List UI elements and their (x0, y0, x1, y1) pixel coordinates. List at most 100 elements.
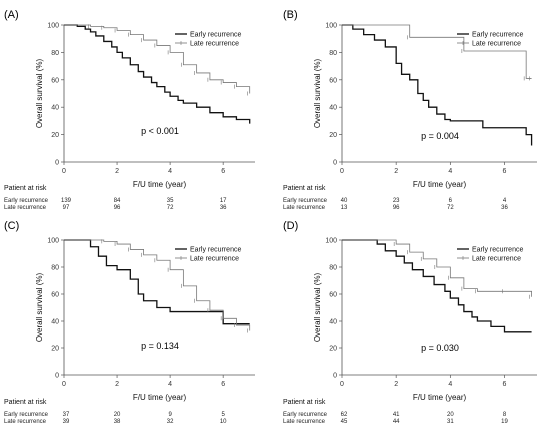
risk-table-title: Patient at risk (283, 185, 326, 192)
risk-row-label: Late recurrence (283, 419, 326, 425)
y-tick-label: 40 (329, 319, 337, 326)
risk-value: 37 (63, 412, 70, 418)
legend-label: Early recurrence (190, 247, 241, 254)
x-tick-label: 6 (503, 381, 507, 388)
y-tick-label: 100 (47, 238, 59, 245)
y-tick-label: 20 (51, 346, 59, 353)
risk-value: 32 (167, 419, 174, 425)
legend-label: Late recurrence (472, 256, 521, 263)
risk-value: 45 (341, 419, 348, 425)
y-axis-label: Overall survival (%) (313, 58, 322, 128)
series-line-late (64, 239, 251, 331)
y-tick-label: 80 (329, 265, 337, 272)
risk-row-label: Early recurrence (4, 412, 49, 418)
series-line-early (64, 24, 251, 124)
panel-label: (D) (283, 220, 298, 232)
panel-label: (B) (283, 9, 298, 21)
risk-value: 19 (501, 419, 508, 425)
y-tick-label: 80 (51, 265, 59, 272)
y-tick-label: 20 (329, 132, 337, 139)
legend-label: Early recurrence (190, 32, 241, 39)
risk-value: 72 (447, 205, 454, 211)
y-tick-label: 40 (51, 105, 59, 112)
risk-value: 38 (114, 419, 121, 425)
risk-value: 8 (503, 412, 507, 418)
panel-c: (C) 0 20 40 60 80 100 0 2 4 6 Overall survival (%) F… (4, 220, 255, 425)
y-tick-label: 0 (333, 373, 337, 380)
risk-value: 139 (61, 198, 72, 204)
risk-value: 5 (221, 412, 225, 418)
x-tick-label: 6 (503, 168, 507, 175)
series-line-early (342, 239, 532, 333)
x-tick-label: 0 (340, 381, 344, 388)
p-value: p < 0.001 (141, 126, 179, 136)
x-tick-label: 2 (115, 168, 119, 175)
series-line-late (342, 239, 532, 297)
series-line-late (342, 24, 532, 79)
x-axis-label: F/U time (year) (133, 180, 187, 189)
panel-label: (C) (4, 220, 19, 232)
p-value: p = 0.030 (421, 343, 459, 353)
x-tick-label: 6 (221, 381, 225, 388)
x-tick-label: 0 (62, 381, 66, 388)
risk-value: 10 (220, 419, 227, 425)
risk-value: 17 (220, 198, 227, 204)
y-tick-label: 60 (329, 77, 337, 84)
x-tick-label: 2 (394, 381, 398, 388)
y-tick-label: 100 (325, 238, 337, 245)
risk-value: 20 (447, 412, 454, 418)
risk-value: 39 (63, 419, 70, 425)
risk-value: 36 (501, 205, 508, 211)
y-tick-label: 20 (51, 132, 59, 139)
legend-label: Early recurrence (472, 32, 523, 39)
risk-value: 41 (393, 412, 400, 418)
series-line-late (64, 24, 251, 94)
y-tick-label: 60 (51, 292, 59, 299)
x-tick-label: 6 (221, 168, 225, 175)
panel-b: (B) 0 20 40 60 80 100 0 2 4 6 Overall survival (%) F… (283, 9, 537, 211)
risk-value: 96 (393, 205, 400, 211)
y-tick-label: 20 (329, 346, 337, 353)
x-tick-label: 4 (448, 168, 452, 175)
risk-row-label: Late recurrence (283, 205, 326, 211)
y-tick-label: 0 (333, 160, 337, 167)
panel-d: (D) 0 20 40 60 80 100 0 2 4 6 Overall survival (%) F… (283, 220, 537, 425)
risk-row-label: Early recurrence (283, 412, 328, 418)
x-axis-label: F/U time (year) (133, 393, 187, 402)
y-axis-label: Overall survival (%) (35, 58, 44, 128)
risk-value: 84 (114, 198, 121, 204)
y-tick-label: 80 (329, 50, 337, 57)
y-tick-label: 0 (55, 373, 59, 380)
y-tick-label: 60 (51, 77, 59, 84)
risk-table-title: Patient at risk (4, 399, 47, 406)
y-tick-label: 40 (329, 105, 337, 112)
risk-table-title: Patient at risk (283, 399, 326, 406)
legend-label: Late recurrence (472, 41, 521, 48)
x-tick-label: 2 (394, 168, 398, 175)
legend-label: Late recurrence (190, 41, 239, 48)
x-tick-label: 0 (62, 168, 66, 175)
x-tick-label: 2 (115, 381, 119, 388)
x-tick-label: 4 (168, 168, 172, 175)
risk-value: 36 (220, 205, 227, 211)
risk-value: 9 (168, 412, 172, 418)
risk-value: 44 (393, 419, 400, 425)
y-axis-label: Overall survival (%) (35, 272, 44, 342)
series-line-early (342, 24, 533, 146)
x-tick-label: 0 (340, 168, 344, 175)
panel-label: (A) (4, 9, 19, 21)
risk-row-label: Late recurrence (4, 205, 47, 211)
y-tick-label: 60 (329, 292, 337, 299)
risk-value: 72 (167, 205, 174, 211)
y-tick-label: 100 (325, 23, 337, 30)
y-tick-label: 40 (51, 319, 59, 326)
x-axis-label: F/U time (year) (413, 393, 467, 402)
risk-value: 96 (114, 205, 121, 211)
y-tick-label: 80 (51, 50, 59, 57)
risk-value: 40 (341, 198, 348, 204)
risk-value: 35 (167, 198, 174, 204)
y-tick-label: 100 (47, 23, 59, 30)
risk-value: 20 (114, 412, 121, 418)
risk-row-label: Early recurrence (283, 198, 328, 204)
